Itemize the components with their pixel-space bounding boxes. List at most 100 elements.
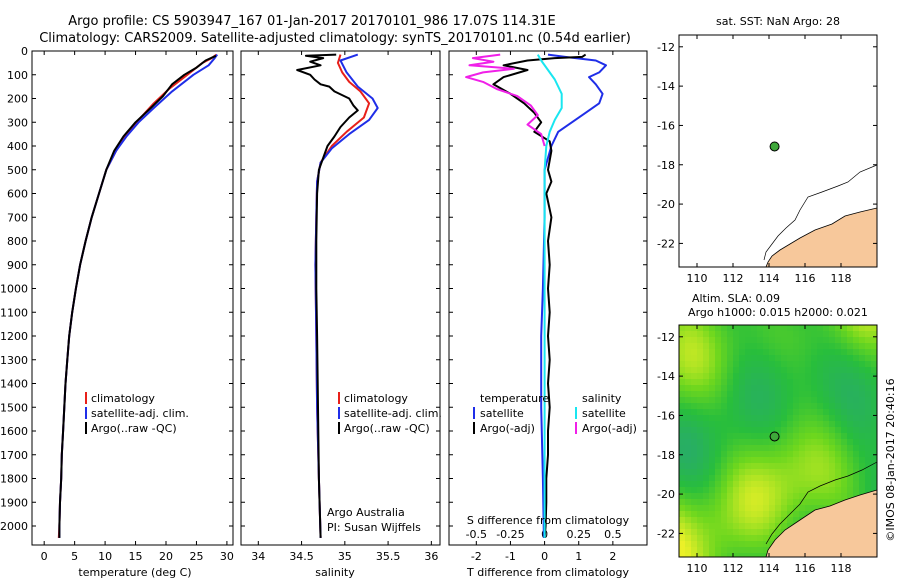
sla-cell bbox=[835, 403, 842, 410]
sla-cell bbox=[823, 403, 830, 410]
sla-cell bbox=[787, 487, 794, 494]
sla-cell bbox=[865, 373, 872, 380]
sla-cell bbox=[835, 409, 842, 416]
sla-cell bbox=[781, 433, 788, 440]
sla-cell bbox=[841, 427, 848, 434]
sla-cell bbox=[727, 409, 734, 416]
sla-cell bbox=[679, 337, 686, 344]
sla-cell bbox=[709, 355, 716, 362]
sla-cell bbox=[757, 385, 764, 392]
sla-cell bbox=[691, 439, 698, 446]
sla-cell bbox=[829, 397, 836, 404]
sla-cell bbox=[709, 343, 716, 350]
sla-cell bbox=[823, 499, 830, 506]
sla-cell bbox=[679, 361, 686, 368]
sla-cell bbox=[745, 463, 752, 470]
sla-cell bbox=[727, 391, 734, 398]
sla-cell bbox=[775, 391, 782, 398]
sla-cell bbox=[709, 469, 716, 476]
sla-cell bbox=[733, 361, 740, 368]
sla-cell bbox=[739, 553, 746, 557]
sla-cell bbox=[733, 379, 740, 386]
sla-cell bbox=[781, 391, 788, 398]
sst-map-panel: sat. SST: NaN Argo: 28 -12 -14 -16 -18 -20 -2… bbox=[657, 15, 878, 285]
sla-cell bbox=[745, 403, 752, 410]
sla-cell bbox=[745, 487, 752, 494]
sla-cell bbox=[769, 451, 776, 458]
sla-cell bbox=[793, 421, 800, 428]
sla-cell bbox=[823, 475, 830, 482]
sla-cell bbox=[697, 415, 704, 422]
sla-cell bbox=[859, 355, 866, 362]
sla-cell bbox=[697, 475, 704, 482]
sla-cell bbox=[751, 349, 758, 356]
sla-cell bbox=[769, 361, 776, 368]
sla-cell bbox=[763, 481, 770, 488]
sla-cell bbox=[709, 379, 716, 386]
sla-cell bbox=[793, 499, 800, 506]
sla-cell bbox=[787, 427, 794, 434]
sla-cell bbox=[835, 349, 842, 356]
sla-cell bbox=[727, 553, 734, 557]
sla-cell bbox=[679, 391, 686, 398]
sla-cell bbox=[727, 379, 734, 386]
lat-tick-label: -22 bbox=[657, 237, 675, 250]
sla-cell bbox=[853, 457, 860, 464]
sla-cell bbox=[787, 379, 794, 386]
sla-cell bbox=[757, 415, 764, 422]
sla-cell bbox=[841, 355, 848, 362]
sla-cell bbox=[799, 433, 806, 440]
x-tick-label: 15 bbox=[129, 550, 143, 563]
sla-cell bbox=[865, 415, 872, 422]
sla-cell bbox=[769, 355, 776, 362]
sla-cell bbox=[871, 337, 877, 344]
sla-cell bbox=[709, 523, 716, 530]
sla-cell bbox=[703, 499, 710, 506]
sla-cell bbox=[799, 385, 806, 392]
sla-cell bbox=[781, 499, 788, 506]
sla-cell bbox=[703, 553, 710, 557]
lon-tick-label: 110 bbox=[687, 562, 708, 575]
sla-cell bbox=[835, 337, 842, 344]
sla-cell bbox=[697, 331, 704, 338]
sla-cell bbox=[817, 343, 824, 350]
sla-cell bbox=[733, 451, 740, 458]
sla-cell bbox=[697, 505, 704, 512]
sla-cell bbox=[685, 403, 692, 410]
sla-cell bbox=[751, 379, 758, 386]
sla-cell bbox=[865, 385, 872, 392]
sla-cell bbox=[787, 511, 794, 518]
sla-cell bbox=[829, 403, 836, 410]
t-difference-xlabel: T difference from climatology bbox=[466, 566, 629, 579]
sla-cell bbox=[721, 343, 728, 350]
sla-cell bbox=[841, 343, 848, 350]
sla-cell bbox=[697, 499, 704, 506]
sla-cell bbox=[715, 457, 722, 464]
sla-cell bbox=[871, 379, 877, 386]
sla-cell bbox=[811, 379, 818, 386]
sla-cell bbox=[685, 499, 692, 506]
sla-cell bbox=[847, 355, 854, 362]
sla-cell bbox=[823, 439, 830, 446]
sla-cell bbox=[859, 403, 866, 410]
sla-cell bbox=[745, 517, 752, 524]
sla-cell bbox=[823, 421, 830, 428]
sla-cell bbox=[799, 469, 806, 476]
sla-cell bbox=[835, 427, 842, 434]
sla-cell bbox=[715, 373, 722, 380]
sla-cell bbox=[835, 433, 842, 440]
sla-cell bbox=[751, 481, 758, 488]
sla-cell bbox=[799, 325, 806, 332]
sla-cell bbox=[835, 331, 842, 338]
sla-cell bbox=[871, 391, 877, 398]
sla-cell bbox=[859, 469, 866, 476]
sla-cell bbox=[847, 451, 854, 458]
temperature-plot-frame bbox=[31, 50, 234, 546]
sla-cell bbox=[769, 415, 776, 422]
difference-legend: temperature salinity satellite Argo(-adj… bbox=[473, 392, 637, 435]
sla-cell bbox=[757, 421, 764, 428]
sla-cell bbox=[691, 511, 698, 518]
sla-cell bbox=[733, 517, 740, 524]
sla-cell bbox=[841, 391, 848, 398]
sla-cell bbox=[745, 523, 752, 530]
